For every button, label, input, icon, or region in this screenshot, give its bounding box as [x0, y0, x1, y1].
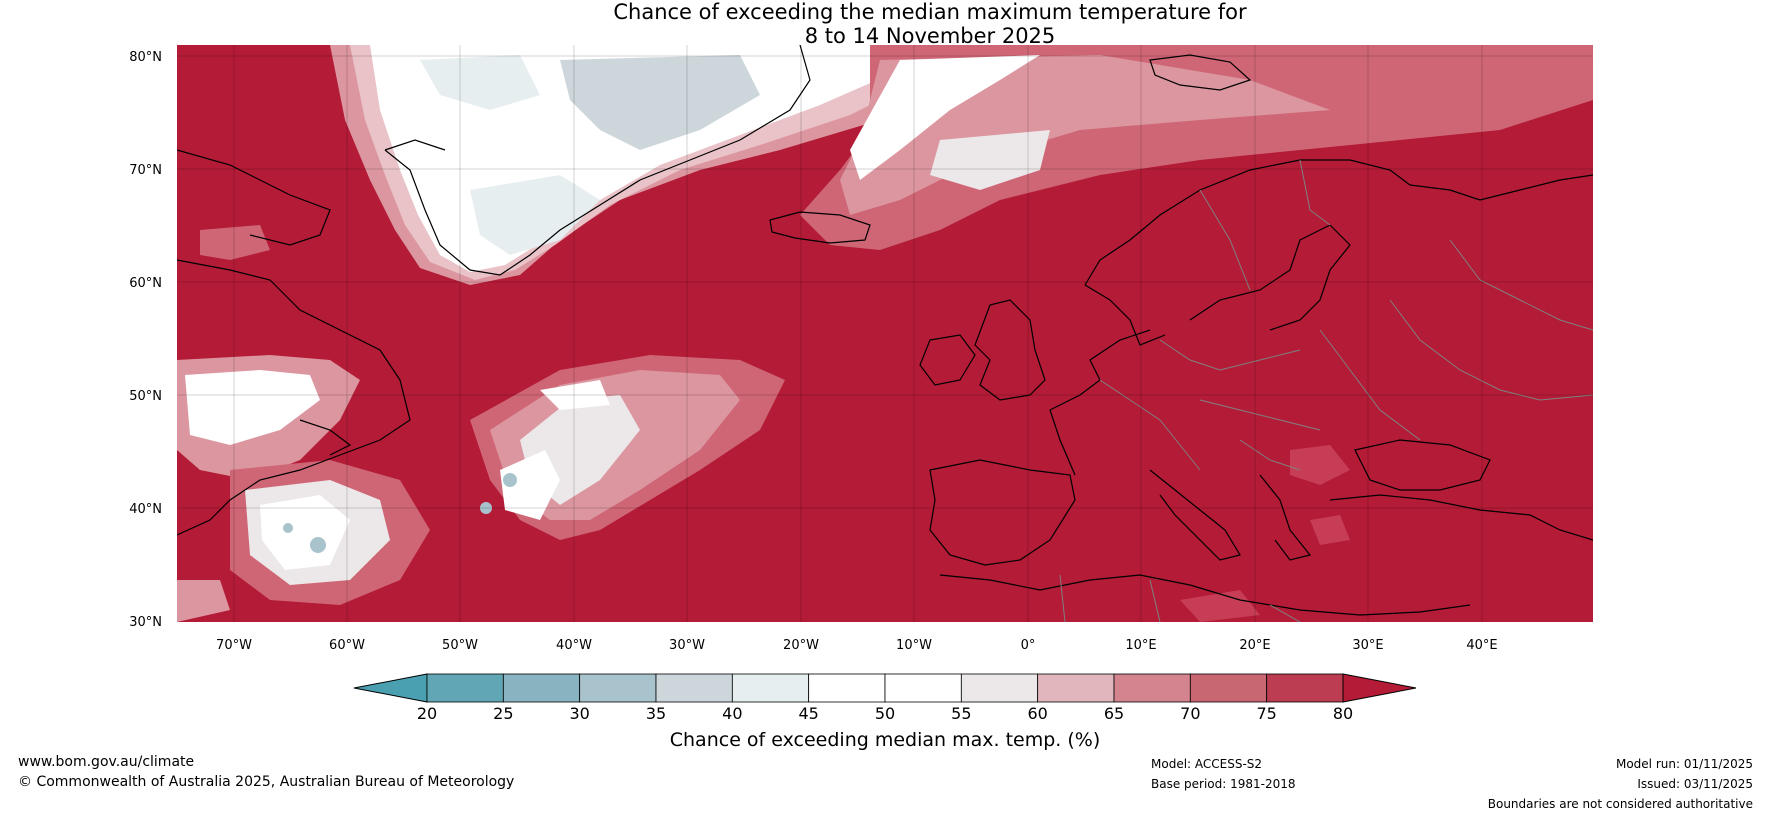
lat-label-50n: 50°N — [129, 389, 162, 404]
colorbar-tick-45: 45 — [798, 704, 818, 723]
colorbar-over-arrow — [1342, 673, 1417, 703]
colorbar-bin-30-35 — [579, 673, 657, 703]
colorbar-bin-25-30 — [502, 673, 581, 703]
copyright-notice: © Commonwealth of Australia 2025, Austra… — [18, 774, 515, 790]
lon-label-30w: 30°W — [669, 638, 705, 653]
website-link[interactable]: www.bom.gov.au/climate — [18, 754, 195, 770]
colorbar-tick-40: 40 — [722, 704, 742, 723]
lon-label-20w: 20°W — [783, 638, 819, 653]
lon-label-10e: 10°E — [1125, 638, 1156, 653]
map-title: Chance of exceeding the median maximum t… — [0, 0, 1770, 48]
colorbar-bin-65-70 — [1113, 673, 1191, 703]
lon-label-50w: 50°W — [442, 638, 478, 653]
colorbar-tick-30: 30 — [569, 704, 589, 723]
colorbar-bin-45-50 — [808, 673, 886, 703]
europe-patches — [1180, 445, 1350, 622]
model-run-date: Model run: 01/11/2025 — [1615, 757, 1753, 771]
lat-label-30n: 30°N — [129, 615, 162, 630]
colorbar-bin-35-40 — [655, 673, 733, 703]
colorbar-tick-70: 70 — [1180, 704, 1200, 723]
lon-label-30e: 30°E — [1352, 638, 1383, 653]
title-line-1: Chance of exceeding the median maximum t… — [613, 0, 1247, 24]
colorbar-title: Chance of exceeding median max. temp. (%… — [670, 729, 1101, 751]
lon-label-60w: 60°W — [329, 638, 365, 653]
lon-label-10w: 10°W — [896, 638, 932, 653]
lat-label-70n: 70°N — [129, 163, 162, 178]
greenland-anomaly-region — [330, 45, 1010, 285]
colorbar-tick-50: 50 — [875, 704, 895, 723]
latitude-labels: 80°N 70°N 60°N 50°N 40°N 30°N — [129, 50, 162, 630]
colorbar-tick-25: 25 — [493, 704, 513, 723]
issued-date: Issued: 03/11/2025 — [1637, 777, 1753, 791]
base-period: Base period: 1981-2018 — [1151, 777, 1296, 791]
colorbar-bin-40-45 — [731, 673, 810, 703]
colorbar-bin-50-55 — [884, 673, 962, 703]
colorbar-tick-20: 20 — [417, 704, 437, 723]
lon-label-0: 0° — [1021, 638, 1036, 653]
arctic-east-region — [800, 45, 1593, 250]
colorbar-tick-65: 65 — [1104, 704, 1124, 723]
colorbar-bin-75-80 — [1266, 673, 1344, 703]
colorbar: 20 25 30 35 40 45 50 55 60 65 70 75 80 Chance of exc… — [353, 673, 1417, 751]
graticule — [177, 45, 1593, 622]
lon-label-40w: 40°W — [556, 638, 592, 653]
boundary-disclaimer: Boundaries are not considered authoritat… — [1487, 797, 1753, 811]
title-line-2: 8 to 14 November 2025 — [804, 24, 1056, 48]
colorbar-tick-75: 75 — [1256, 704, 1276, 723]
colorbar-bin-20-25 — [426, 673, 504, 703]
lon-label-70w: 70°W — [216, 638, 252, 653]
lat-label-80n: 80°N — [129, 50, 162, 65]
colorbar-bin-55-60 — [960, 673, 1039, 703]
model-info: Model: ACCESS-S2 — [1151, 757, 1263, 771]
west-atlantic-region — [177, 225, 430, 622]
lon-label-20e: 20°E — [1239, 638, 1270, 653]
colorbar-tick-55: 55 — [951, 704, 971, 723]
longitude-labels: 70°W 60°W 50°W 40°W 30°W 20°W 10°W 0° 10… — [216, 638, 1498, 653]
colorbar-bin-60-65 — [1037, 673, 1115, 703]
colorbar-bins — [426, 673, 1344, 703]
colorbar-ticks: 20 25 30 35 40 45 50 55 60 65 70 75 80 — [417, 704, 1353, 723]
colorbar-bin-70-75 — [1189, 673, 1268, 703]
colorbar-tick-80: 80 — [1333, 704, 1353, 723]
colorbar-tick-35: 35 — [646, 704, 666, 723]
colorbar-under-arrow — [353, 673, 428, 703]
atlantic-plume-region — [470, 355, 785, 540]
lon-label-40e: 40°E — [1466, 638, 1497, 653]
country-borders — [1059, 159, 1593, 622]
lat-label-60n: 60°N — [129, 276, 162, 291]
colorbar-tick-60: 60 — [1027, 704, 1047, 723]
coastlines — [177, 45, 1593, 616]
lat-label-40n: 40°N — [129, 502, 162, 517]
